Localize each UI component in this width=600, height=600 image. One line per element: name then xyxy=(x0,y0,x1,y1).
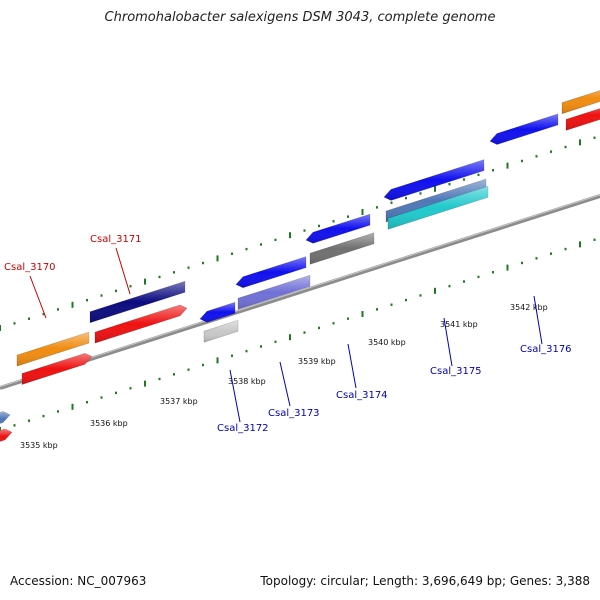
gene-arrow[interactable] xyxy=(199,301,236,323)
gene-arrow[interactable] xyxy=(203,319,239,343)
lower-tick-row xyxy=(0,238,596,433)
kbp-tick-label: 3541 kbp xyxy=(440,320,478,329)
gene-arrow[interactable] xyxy=(0,411,11,427)
gene-label[interactable]: Csal_3175 xyxy=(430,366,482,377)
gene-leader-line xyxy=(29,275,47,319)
gene-arrow[interactable] xyxy=(309,232,375,265)
gene-arrow[interactable] xyxy=(387,185,489,230)
gene-leader-line xyxy=(533,295,543,345)
gene-arrow[interactable] xyxy=(237,274,311,310)
genome-backbone xyxy=(0,194,600,390)
gene-arrow[interactable] xyxy=(489,113,559,145)
gene-leader-line xyxy=(279,361,291,407)
gene-leader-line xyxy=(347,343,357,389)
gene-leader-line xyxy=(229,369,241,423)
kbp-tick-label: 3535 kbp xyxy=(20,441,58,450)
gene-arrow[interactable] xyxy=(235,256,307,289)
gene-leader-line xyxy=(443,317,453,367)
genome-summary: Topology: circular; Length: 3,696,649 bp… xyxy=(260,574,590,588)
gene-leader-line xyxy=(115,247,131,295)
gene-arrow[interactable] xyxy=(561,84,600,115)
kbp-tick-label: 3536 kbp xyxy=(90,419,128,428)
gene-arrow[interactable] xyxy=(21,352,93,385)
accession-label: Accession: NC_007963 xyxy=(10,574,147,588)
gene-arrow[interactable] xyxy=(565,100,600,131)
kbp-tick-label: 3539 kbp xyxy=(298,357,336,366)
upper-tick-row xyxy=(0,136,596,331)
kbp-tick-label: 3538 kbp xyxy=(228,377,266,386)
gene-label[interactable]: Csal_3170 xyxy=(4,262,56,273)
kbp-tick-label: 3537 kbp xyxy=(160,397,198,406)
gene-label[interactable]: Csal_3171 xyxy=(90,234,142,245)
gene-arrow[interactable] xyxy=(89,280,186,324)
gene-label[interactable]: Csal_3172 xyxy=(217,423,269,434)
gene-label[interactable]: Csal_3173 xyxy=(268,408,320,419)
gene-arrow[interactable] xyxy=(94,304,188,344)
gene-arrow[interactable] xyxy=(0,428,13,445)
gene-label[interactable]: Csal_3176 xyxy=(520,344,572,355)
gene-label[interactable]: Csal_3174 xyxy=(336,390,388,401)
gene-arrow[interactable] xyxy=(16,331,90,367)
gene-arrow[interactable] xyxy=(383,159,485,201)
gene-arrow[interactable] xyxy=(305,213,371,244)
kbp-tick-label: 3540 kbp xyxy=(368,338,406,347)
kbp-tick-label: 3542 kbp xyxy=(510,303,548,312)
map-title: Chromohalobacter salexigens DSM 3043, co… xyxy=(104,10,496,25)
